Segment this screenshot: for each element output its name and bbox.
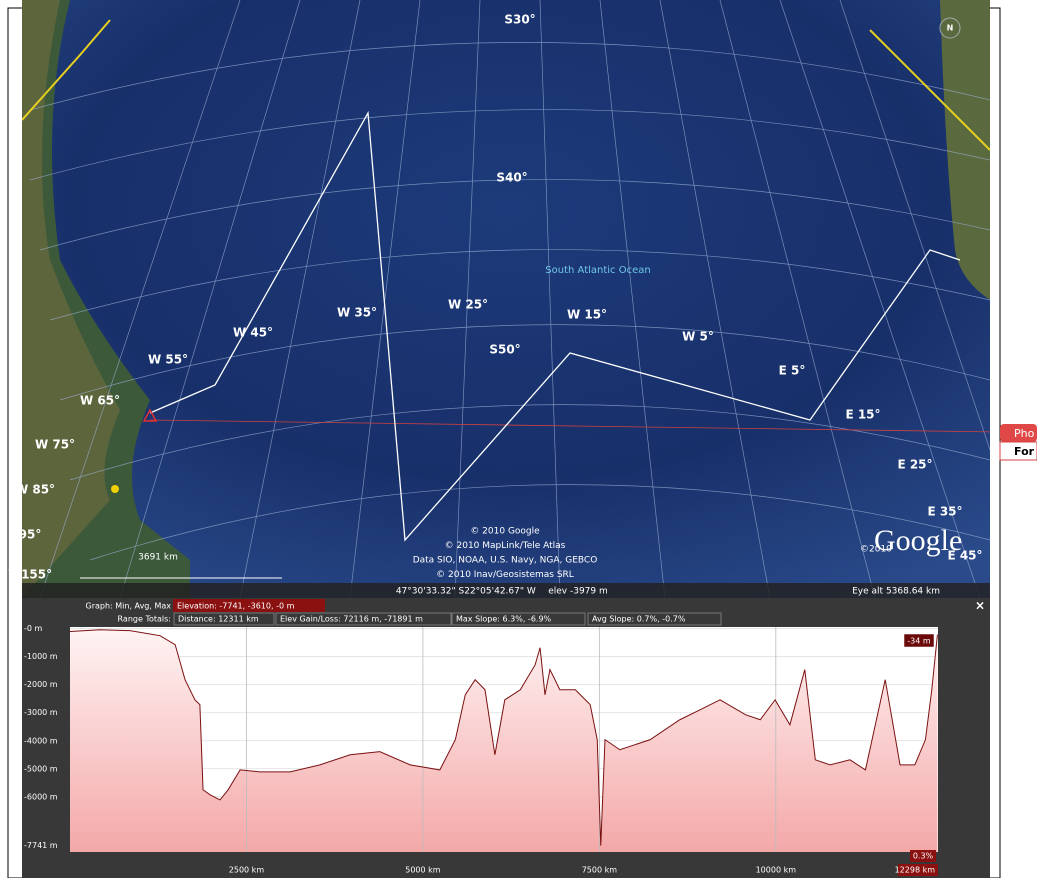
map-label: W 35°: [337, 306, 377, 320]
copyright: Data SIO, NOAA, U.S. Navy, NGA, GEBCO: [413, 556, 598, 566]
compass-label: N: [947, 24, 954, 33]
ocean-label: South Atlantic Ocean: [545, 265, 650, 276]
stat-text: Max Slope: 6.3%, -6.9%: [456, 615, 552, 624]
plot: [69, 627, 938, 852]
land: [22, 0, 120, 598]
copyright: © 2010 Google: [470, 527, 540, 537]
close-button[interactable]: ×: [975, 599, 985, 613]
y-tick-label: -5000 m: [24, 764, 58, 773]
map-label: W 45°: [233, 326, 273, 340]
stat-box: [173, 612, 275, 626]
logo-year: ©2010: [860, 545, 892, 555]
profile-area: [70, 629, 938, 852]
stat-text: Distance: 12311 km: [178, 615, 259, 624]
x-tick-label: 10000 km: [756, 866, 797, 875]
africa: [940, 0, 990, 300]
x-tick-label: 7500 km: [582, 866, 618, 875]
map-label: S40°: [496, 171, 527, 185]
scale-label: 3691 km: [138, 553, 178, 563]
map: [22, 0, 990, 598]
y-tick-label: -7741 m: [24, 841, 58, 850]
range-label: Range Totals:: [118, 615, 171, 624]
logo: Google: [874, 524, 962, 557]
map-label: W 15°: [567, 308, 607, 322]
status-bar: [22, 583, 990, 598]
compass: [939, 17, 961, 39]
elevation-stats: Elevation: -7741, -3610, -0 m: [177, 602, 295, 611]
map-label: W155°: [8, 568, 52, 582]
cursor-line: [149, 419, 990, 433]
graticule: [29, 0, 990, 598]
stat-text: Avg Slope: 0.7%, -0.7%: [592, 615, 686, 624]
button[interactable]: [999, 441, 1037, 461]
copyright: © 2010 MapLink/Tele Atlas: [445, 541, 566, 551]
tab[interactable]: [1000, 424, 1037, 442]
map-label: 95°: [19, 528, 42, 542]
map-label: E 15°: [845, 408, 880, 422]
texts: S30° S40° S50° W 45° W 35° W 25° W 15° W 5° E 5°…: [8, 13, 1035, 876]
stat-box: [587, 612, 722, 626]
elevation-box: [173, 599, 325, 612]
y-tick-label: -2000 m: [24, 680, 58, 689]
copyright: © 2010 Inav/Geosistemas SRL: [436, 570, 574, 580]
slope-box: [910, 850, 936, 862]
y-tick-label: -0 m: [24, 624, 43, 633]
status-text: 22°05'42.67" W: [464, 587, 536, 597]
y-tick-label: -3000 m: [24, 708, 58, 717]
cursor-slope: 0.3%: [913, 852, 934, 861]
map-label: W 65°: [80, 394, 120, 408]
stat-box: [451, 612, 586, 626]
tropic-line: [22, 19, 111, 121]
y-tick-label: -6000 m: [24, 792, 58, 801]
map-label: W 55°: [148, 353, 188, 367]
x-label-box: [898, 864, 938, 876]
stat-box: [275, 612, 452, 626]
map-label: E 25°: [897, 458, 932, 472]
map-label: E 5°: [779, 364, 806, 378]
tropic-line: [869, 29, 990, 151]
x-tick-label: 12298 km: [895, 866, 936, 875]
status-text: 47°30'33.32" S: [396, 587, 465, 597]
cursor-box: [903, 633, 935, 648]
status-text: elev -3979 m: [548, 587, 608, 597]
side-button[interactable]: For: [1014, 445, 1035, 458]
map-label: S50°: [489, 343, 520, 357]
ocean: [22, 0, 990, 598]
map-label: E 35°: [927, 505, 962, 519]
map-label: E 45°: [947, 549, 982, 563]
marker: [142, 408, 158, 422]
status-text: Eye alt 5368.64 km: [852, 587, 940, 597]
stat-text: Elev Gain/Loss: 72116 m, -71891 m: [280, 615, 423, 624]
y-tick-label: -1000 m: [24, 652, 58, 661]
pin: [111, 485, 119, 493]
y-tick-label: -4000 m: [24, 736, 58, 745]
side-tab[interactable]: Pho: [1014, 427, 1035, 440]
x-tick-label: 5000 km: [405, 866, 441, 875]
route: [149, 110, 961, 542]
map-label: S30°: [504, 13, 535, 27]
map-label: W 75°: [35, 438, 75, 452]
cursor-elevation: -34 m: [907, 637, 931, 646]
map-label: W 25°: [448, 298, 488, 312]
profile-line: [69, 629, 938, 846]
graph-label: Graph: Min, Avg, Max: [86, 602, 172, 611]
map-label: W 5°: [682, 330, 714, 344]
map-label: W 85°: [15, 483, 55, 497]
x-tick-label: 2500 km: [229, 866, 265, 875]
